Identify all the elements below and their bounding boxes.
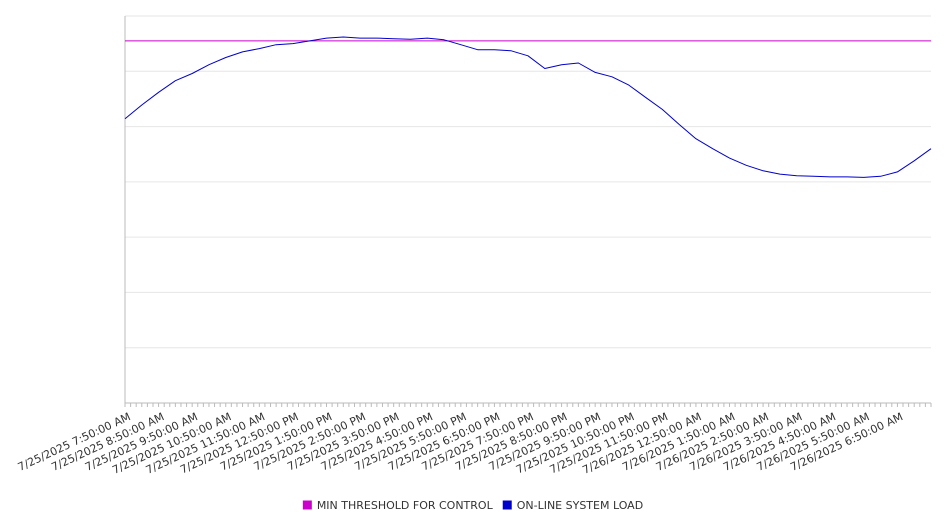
series-lines [124, 36, 932, 178]
legend-swatch-min-threshold-for-control [302, 500, 312, 510]
legend-label-min-threshold-for-control: MIN THRESHOLD FOR CONTROL [317, 499, 494, 512]
series-line-on-line-system-load [124, 36, 932, 178]
legend: MIN THRESHOLD FOR CONTROL ON-LINE SYSTEM … [302, 499, 643, 512]
grid [125, 15, 931, 349]
legend-label-on-line-system-load: ON-LINE SYSTEM LOAD [517, 499, 643, 512]
axes [124, 16, 932, 407]
x-tick-labels: 7/25/2025 7:50:00 AM7/25/2025 8:50:00 AM… [16, 410, 905, 477]
legend-swatch-on-line-system-load [502, 500, 512, 510]
